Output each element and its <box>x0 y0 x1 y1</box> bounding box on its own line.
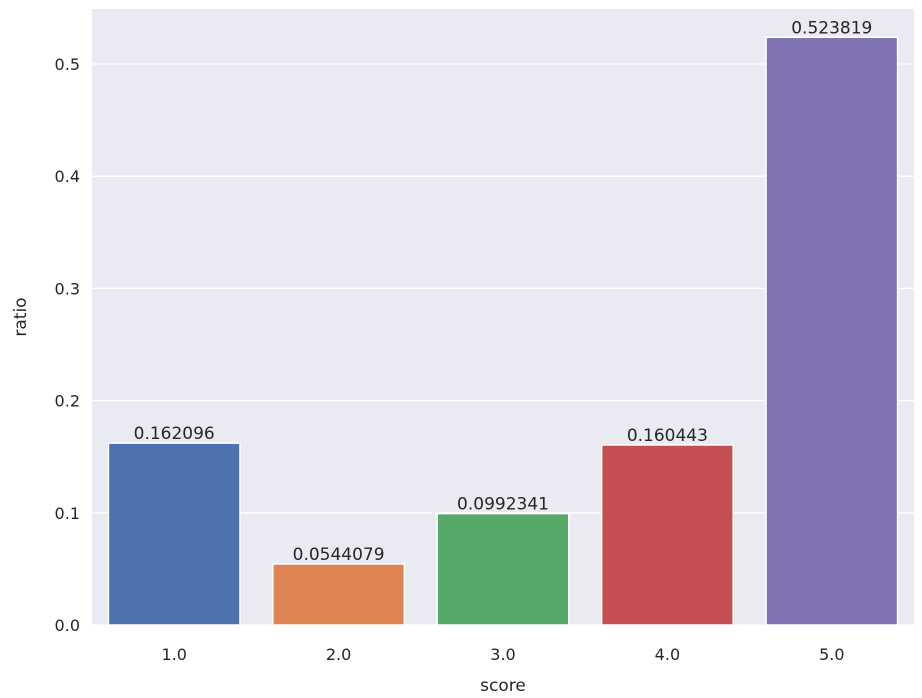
y-tick-label: 0.0 <box>55 616 80 635</box>
bar-value-label: 0.523819 <box>791 18 872 38</box>
bar-5.0 <box>765 36 899 626</box>
y-tick-label: 0.3 <box>55 279 80 298</box>
bar-3.0 <box>436 512 570 626</box>
x-tick-label: 2.0 <box>326 645 351 664</box>
bar-value-label: 0.160443 <box>627 426 708 446</box>
bars <box>107 36 899 626</box>
bar-value-label: 0.0992341 <box>457 495 549 515</box>
x-axis-label: score <box>480 676 526 696</box>
bar-4.0 <box>600 444 734 626</box>
y-tick-label: 0.4 <box>55 167 80 186</box>
y-tick-label: 0.5 <box>55 55 80 74</box>
x-tick-label: 3.0 <box>490 645 515 664</box>
x-tick-label: 5.0 <box>819 645 844 664</box>
bar-2.0 <box>272 563 406 626</box>
data-labels: 0.162096 0.0544079 0.0992341 0.160443 0.5238… <box>134 18 873 565</box>
y-tick-label: 0.2 <box>55 392 80 411</box>
bar-value-label: 0.0544079 <box>293 545 385 565</box>
x-axis-ticks: 1.0 2.0 3.0 4.0 5.0 <box>161 645 844 664</box>
y-tick-label: 0.1 <box>55 504 80 523</box>
x-tick-label: 1.0 <box>161 645 186 664</box>
y-axis-label: ratio <box>11 297 31 336</box>
y-axis-ticks: 0.0 0.1 0.2 0.3 0.4 0.5 <box>55 55 80 635</box>
bar-1.0 <box>107 442 241 626</box>
x-tick-label: 4.0 <box>655 645 680 664</box>
bar-value-label: 0.162096 <box>134 424 215 444</box>
